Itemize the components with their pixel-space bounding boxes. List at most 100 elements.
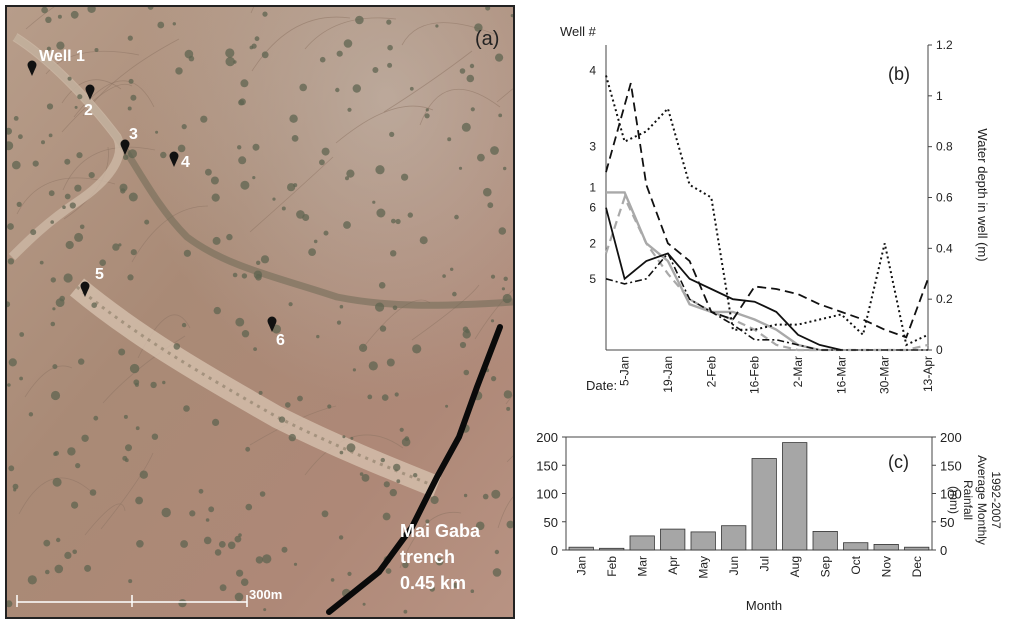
tree-shape (403, 609, 408, 614)
tree-shape (218, 541, 226, 548)
tree-shape (321, 147, 330, 156)
b-series-lines (604, 75, 929, 352)
tree-shape (7, 301, 11, 308)
tree-shape (214, 549, 222, 556)
tree-shape (48, 190, 55, 197)
tree-shape (234, 535, 242, 543)
field-boundary (62, 146, 156, 191)
field-boundary (24, 365, 73, 398)
tree-shape (67, 76, 72, 81)
tree-shape (470, 589, 475, 593)
c-xlabel: Month (746, 598, 782, 613)
tree-shape (394, 392, 399, 397)
b-x-tick-label: 16-Mar (834, 356, 848, 394)
tree-shape (19, 332, 25, 337)
c-y-tick-label-left: 50 (544, 515, 558, 530)
bar-feb (599, 547, 625, 551)
tree-shape (387, 44, 393, 51)
tree-shape (338, 535, 344, 540)
tree-shape (453, 582, 459, 588)
series-line-well-4 (605, 75, 929, 347)
tree-shape (118, 348, 126, 356)
tree-shape (491, 376, 497, 382)
tree-shape (323, 230, 329, 236)
tree-shape (48, 133, 53, 138)
tree-shape (232, 272, 238, 278)
c-x-tick-label: Aug (788, 556, 802, 577)
tree-shape (401, 437, 411, 447)
c-x-tick-label: Apr (666, 556, 680, 575)
tree-shape (127, 274, 134, 281)
tree-shape (260, 255, 270, 264)
well-label-3: 3 (129, 126, 138, 143)
b-ylabel: Water depth in well (m) (975, 128, 990, 261)
tree-shape (54, 450, 59, 456)
tree-shape (469, 63, 475, 69)
tree-shape (237, 145, 242, 150)
tree-shape (212, 418, 220, 426)
c-x-tick-label: Sep (818, 556, 832, 578)
b-x-tick-label: 2-Feb (704, 356, 718, 388)
tree-shape (319, 56, 326, 63)
tree-shape (91, 302, 97, 309)
tree-shape (238, 533, 242, 537)
tree-shape (262, 11, 268, 17)
tree-shape (255, 556, 264, 564)
tree-shape (7, 600, 13, 608)
tree-shape (150, 381, 157, 389)
tree-shape (346, 443, 356, 452)
tree-shape (258, 390, 263, 395)
tree-shape (134, 382, 139, 387)
tree-shape (43, 539, 51, 547)
tree-shape (494, 549, 500, 555)
tree-shape (288, 302, 293, 307)
field-boundary (251, 16, 351, 72)
tree-shape (7, 258, 15, 265)
tree-shape (151, 433, 159, 440)
tree-shape (79, 224, 85, 230)
tree-shape (135, 426, 140, 431)
scale-bar: 300m (16, 587, 282, 607)
tree-shape (135, 496, 144, 505)
tree-shape (128, 192, 138, 202)
tree-shape (188, 55, 195, 62)
c-x-ticks: Jan Feb Mar Apr May Jun Jul Aug Sep Oct Nov Dec (574, 555, 924, 578)
tree-shape (454, 214, 459, 220)
tree-shape (7, 127, 12, 135)
well-marker-6: 6 (267, 316, 285, 349)
tree-shape (399, 427, 404, 432)
tree-shape (491, 489, 501, 499)
tree-shape (225, 56, 235, 67)
tree-shape (147, 7, 154, 10)
bar-jan (568, 546, 594, 551)
tree-shape (50, 321, 56, 327)
tree-shape (219, 584, 227, 592)
tree-shape (395, 218, 401, 225)
tree-shape (278, 416, 286, 423)
tree-shape (7, 223, 14, 230)
tree-shape (94, 48, 99, 52)
bar-dec (904, 546, 930, 551)
c-y-tick-label-left: 0 (551, 543, 558, 558)
tree-shape (55, 298, 65, 307)
tree-shape (287, 183, 296, 192)
tree-shape (506, 406, 511, 411)
tree-shape (367, 394, 373, 400)
tree-shape (345, 176, 349, 181)
panel-label-c: (c) (888, 452, 909, 472)
tree-shape (19, 376, 23, 381)
tree-shape (249, 45, 254, 50)
tree-shape (236, 569, 244, 577)
c-x-tick-label: May (696, 556, 710, 579)
tree-shape (127, 35, 133, 41)
tree-shape (71, 501, 79, 509)
b-x-tick-label: 16-Feb (748, 356, 762, 394)
tree-shape (308, 248, 316, 256)
tree-shape (7, 383, 11, 387)
tree-shape (429, 586, 436, 592)
tree-shape (99, 259, 106, 266)
field-boundary (61, 83, 133, 133)
tree-shape (27, 575, 37, 585)
tree-shape (16, 201, 22, 207)
c-ylabel-line-1: 1992-2007 (989, 471, 1003, 529)
